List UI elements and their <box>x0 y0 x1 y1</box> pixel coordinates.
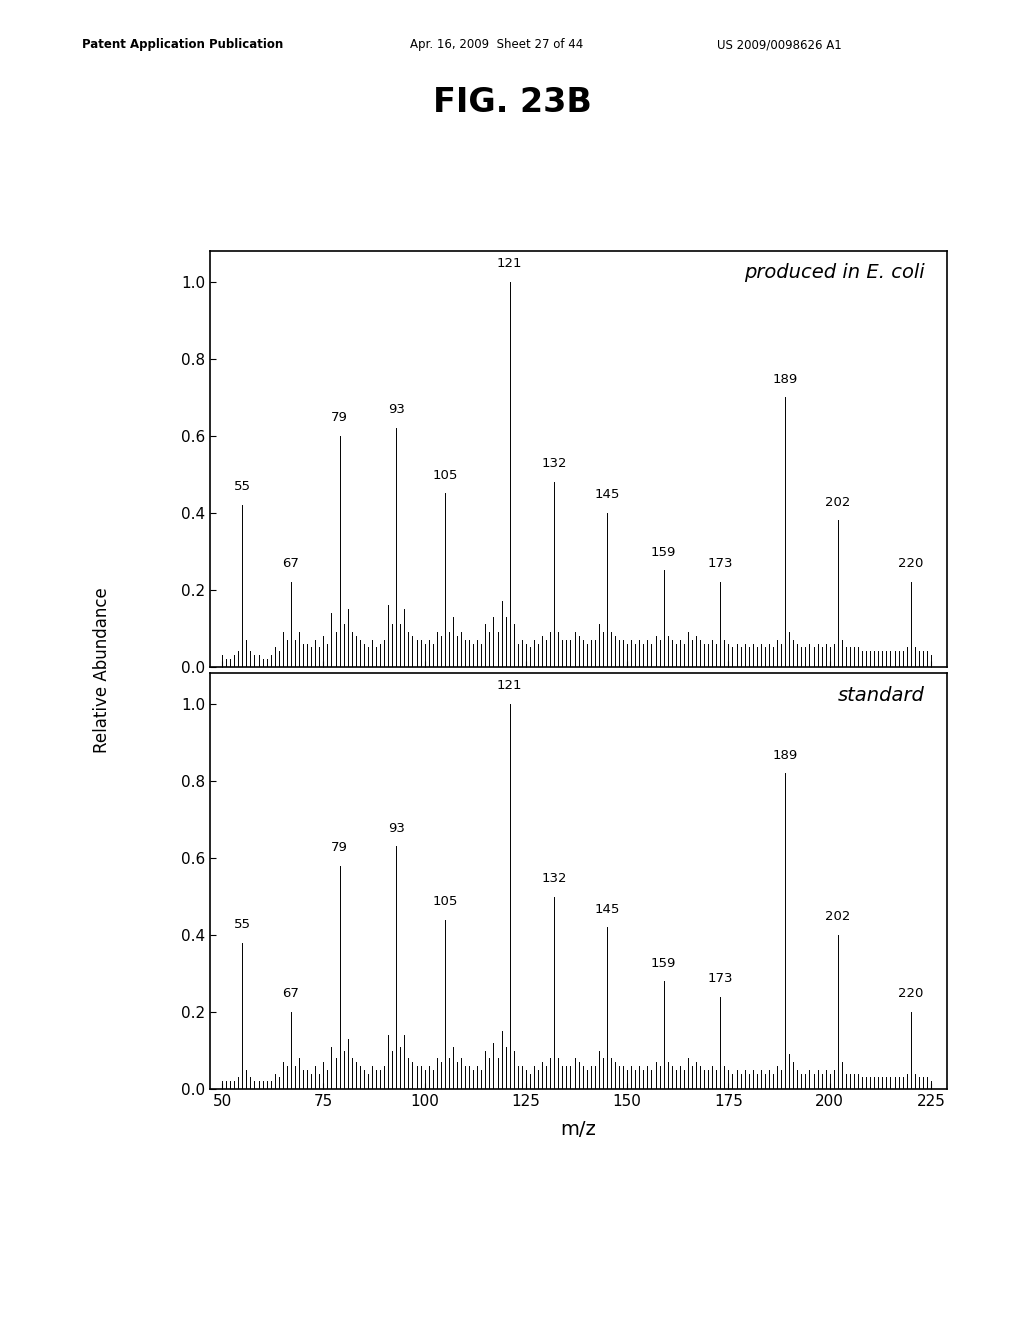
Text: 189: 189 <box>772 748 798 762</box>
Text: 93: 93 <box>388 822 404 836</box>
Text: 202: 202 <box>825 911 851 924</box>
Text: 67: 67 <box>283 557 299 570</box>
Text: 67: 67 <box>283 987 299 1001</box>
Text: Apr. 16, 2009  Sheet 27 of 44: Apr. 16, 2009 Sheet 27 of 44 <box>410 38 583 51</box>
Text: Patent Application Publication: Patent Application Publication <box>82 38 284 51</box>
Text: 93: 93 <box>388 404 404 416</box>
Text: US 2009/0098626 A1: US 2009/0098626 A1 <box>717 38 842 51</box>
Text: 173: 173 <box>708 972 733 985</box>
Text: 220: 220 <box>898 987 924 1001</box>
Text: 189: 189 <box>772 372 798 385</box>
Text: 79: 79 <box>331 411 348 424</box>
Text: produced in E. coli: produced in E. coli <box>744 263 925 282</box>
Text: 121: 121 <box>497 680 522 693</box>
Text: 159: 159 <box>651 545 676 558</box>
Text: 132: 132 <box>542 457 567 470</box>
Text: 173: 173 <box>708 557 733 570</box>
Text: FIG. 23B: FIG. 23B <box>432 86 592 119</box>
Text: 105: 105 <box>432 469 458 482</box>
Text: standard: standard <box>839 685 925 705</box>
Text: 55: 55 <box>233 919 251 931</box>
Text: 220: 220 <box>898 557 924 570</box>
X-axis label: m/z: m/z <box>560 1119 597 1139</box>
Text: 159: 159 <box>651 957 676 970</box>
Text: 55: 55 <box>233 480 251 494</box>
Text: 202: 202 <box>825 496 851 508</box>
Text: 121: 121 <box>497 257 522 271</box>
Text: 145: 145 <box>594 488 620 502</box>
Text: 132: 132 <box>542 873 567 884</box>
Text: 145: 145 <box>594 903 620 916</box>
Text: Relative Abundance: Relative Abundance <box>93 587 112 752</box>
Text: 79: 79 <box>331 841 348 854</box>
Text: 105: 105 <box>432 895 458 908</box>
